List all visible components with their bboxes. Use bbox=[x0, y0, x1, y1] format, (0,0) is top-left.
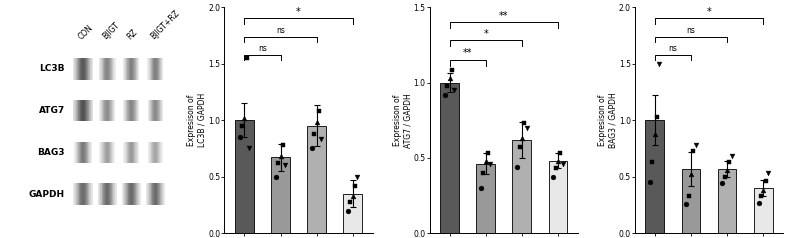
Point bbox=[315, 138, 327, 141]
Point bbox=[653, 62, 666, 66]
Point bbox=[349, 184, 361, 188]
Bar bbox=[717, 169, 736, 233]
Text: ns: ns bbox=[687, 26, 695, 35]
Point bbox=[511, 165, 524, 169]
Text: *: * bbox=[706, 7, 711, 17]
Text: **: ** bbox=[463, 48, 472, 58]
Point bbox=[520, 126, 533, 130]
Point bbox=[270, 175, 282, 178]
Point bbox=[755, 194, 767, 198]
Point bbox=[752, 201, 765, 205]
Point bbox=[757, 188, 770, 192]
Y-axis label: Expresison of
BAG3 / GAPDH: Expresison of BAG3 / GAPDH bbox=[598, 92, 617, 148]
Text: ATG7: ATG7 bbox=[39, 106, 65, 115]
Point bbox=[484, 162, 497, 166]
Point bbox=[547, 176, 559, 179]
Text: ns: ns bbox=[668, 45, 677, 54]
Point bbox=[689, 143, 702, 147]
Text: RZ: RZ bbox=[125, 27, 138, 41]
Point bbox=[344, 200, 357, 203]
Point bbox=[240, 56, 253, 60]
Text: **: ** bbox=[499, 11, 509, 21]
Bar bbox=[682, 169, 700, 233]
Text: GAPDH: GAPDH bbox=[28, 190, 65, 199]
Bar bbox=[440, 83, 459, 233]
Point bbox=[551, 159, 564, 163]
Point bbox=[445, 69, 458, 72]
Bar bbox=[513, 140, 532, 233]
Text: ns: ns bbox=[276, 26, 285, 35]
Point bbox=[342, 209, 354, 213]
Point bbox=[279, 164, 292, 167]
Point bbox=[346, 194, 359, 198]
Point bbox=[518, 121, 531, 125]
Bar bbox=[754, 188, 773, 233]
Point bbox=[477, 171, 490, 175]
Point bbox=[438, 93, 451, 96]
Point bbox=[762, 171, 774, 175]
Text: BJIGT+RZ: BJIGT+RZ bbox=[149, 9, 181, 41]
Point bbox=[482, 151, 494, 155]
Point bbox=[308, 132, 320, 136]
Point bbox=[479, 159, 492, 163]
Point bbox=[651, 115, 664, 119]
Point bbox=[310, 120, 323, 124]
Bar bbox=[343, 194, 362, 233]
Point bbox=[725, 154, 738, 158]
Point bbox=[716, 182, 729, 185]
Point bbox=[277, 143, 290, 147]
Point bbox=[274, 154, 287, 158]
Text: *: * bbox=[483, 29, 488, 39]
Point bbox=[718, 175, 731, 178]
Y-axis label: Expresison of
ATG7 / GAPDH: Expresison of ATG7 / GAPDH bbox=[392, 93, 412, 148]
Bar bbox=[307, 126, 326, 233]
Point bbox=[723, 160, 736, 164]
Point bbox=[649, 132, 661, 136]
Bar bbox=[235, 120, 254, 233]
Text: BJIGT: BJIGT bbox=[100, 21, 121, 41]
Text: ns: ns bbox=[258, 45, 267, 54]
Point bbox=[646, 160, 659, 164]
Point bbox=[443, 76, 456, 80]
Point bbox=[351, 175, 364, 178]
Point bbox=[549, 167, 562, 170]
Text: *: * bbox=[296, 7, 301, 17]
Bar bbox=[549, 161, 567, 233]
Point bbox=[684, 173, 697, 176]
Point bbox=[513, 145, 526, 149]
Point bbox=[238, 116, 251, 120]
Point bbox=[554, 151, 566, 155]
Point bbox=[305, 147, 318, 150]
Bar bbox=[271, 158, 290, 233]
Point bbox=[721, 168, 733, 172]
Text: LC3B: LC3B bbox=[40, 64, 65, 73]
Text: BAG3: BAG3 bbox=[37, 148, 65, 157]
Point bbox=[680, 202, 693, 206]
Point bbox=[516, 136, 528, 140]
Point bbox=[644, 180, 657, 184]
Point bbox=[556, 162, 569, 166]
Bar bbox=[645, 120, 664, 233]
Point bbox=[475, 186, 487, 190]
Point bbox=[243, 147, 255, 150]
Y-axis label: Expresison of
LC3B / GAPDH: Expresison of LC3B / GAPDH bbox=[187, 93, 206, 147]
Point bbox=[448, 88, 460, 92]
Point bbox=[312, 109, 325, 113]
Point bbox=[233, 135, 246, 139]
Text: CON: CON bbox=[77, 23, 95, 41]
Point bbox=[687, 149, 699, 153]
Bar bbox=[476, 164, 495, 233]
Point bbox=[759, 179, 772, 183]
Point bbox=[236, 124, 248, 128]
Point bbox=[272, 161, 285, 165]
Point bbox=[683, 194, 695, 198]
Point bbox=[441, 84, 453, 87]
